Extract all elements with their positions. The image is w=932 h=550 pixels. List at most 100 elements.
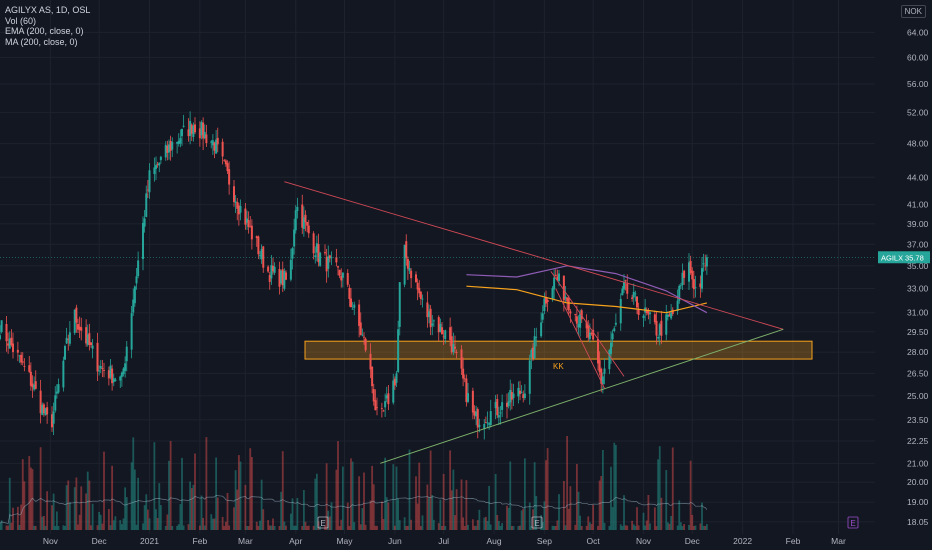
- x-tick-label: 2022: [733, 536, 752, 546]
- candle-body: [501, 402, 504, 410]
- volume-bar: [0, 523, 1, 530]
- volume-bar: [317, 521, 320, 530]
- support-zone[interactable]: KK: [304, 340, 813, 371]
- candle-body: [554, 274, 557, 276]
- candle-body: [649, 312, 651, 315]
- volume-bar: [351, 461, 354, 530]
- volume-bar: [194, 453, 196, 530]
- volume-bar: [397, 498, 400, 530]
- volume-bar: [23, 481, 26, 530]
- candle-body: [125, 346, 128, 362]
- candle-body: [55, 391, 58, 394]
- time-axis[interactable]: Nov Dec 2021 Feb Mar Apr May Jun Jul Aug Sep Oct Nov…: [43, 536, 846, 546]
- candle-body: [484, 422, 487, 424]
- volume-bar: [442, 473, 445, 530]
- candle-body: [408, 268, 411, 271]
- candle-body: [462, 368, 465, 379]
- volume-bar: [626, 525, 629, 530]
- legend-ma[interactable]: MA (200, close, 0): [5, 36, 78, 47]
- volume-bar: [182, 525, 185, 530]
- candle-body: [169, 140, 172, 151]
- volume-bar: [522, 508, 525, 530]
- candle-body: [228, 169, 231, 185]
- volume-bar: [587, 516, 590, 530]
- volume-bar: [246, 526, 248, 530]
- volume-bar: [658, 446, 661, 530]
- volume-bar: [119, 520, 122, 530]
- y-tick-label: 28.00: [907, 347, 929, 357]
- volume-bar: [506, 505, 508, 530]
- volume-bar: [517, 525, 520, 530]
- volume-bar: [29, 467, 32, 530]
- price-tag-value: 35.78: [905, 253, 924, 262]
- volume-bar: [132, 437, 135, 530]
- volume-bar: [449, 450, 452, 530]
- candle-body: [294, 210, 297, 231]
- candle-body: [306, 222, 309, 226]
- candle-body: [460, 349, 463, 369]
- candle-body: [156, 164, 159, 165]
- trendline-channel-top: [550, 271, 625, 377]
- trendline-channel-bottom: [555, 288, 605, 389]
- volume-bar: [611, 507, 614, 530]
- volume-bar: [247, 525, 250, 530]
- candle-body: [519, 390, 521, 394]
- legend-ema[interactable]: EMA (200, close, 0): [5, 26, 84, 36]
- candle-body: [236, 202, 239, 209]
- volume-bar: [545, 460, 547, 530]
- candle-body: [216, 137, 219, 145]
- candle-body: [213, 142, 216, 151]
- candle-body: [148, 170, 151, 193]
- volume-bar: [146, 509, 149, 530]
- volume-bar: [7, 525, 10, 530]
- candle-body: [101, 368, 104, 369]
- volume-bar: [237, 455, 240, 530]
- ma-line: [466, 265, 708, 314]
- volume-bar: [395, 466, 398, 530]
- candle-body: [382, 410, 385, 412]
- volume-bar: [124, 487, 127, 530]
- volume-bar: [338, 525, 341, 530]
- candle-body: [520, 392, 523, 394]
- candle-body: [111, 368, 114, 384]
- volume-bar: [705, 524, 708, 530]
- price-axis[interactable]: 64.00 60.00 56.00 52.00 48.00 44.00 41.00 39.00…: [0, 27, 930, 527]
- volume-bar: [649, 523, 651, 530]
- volume-bar: [137, 477, 140, 530]
- volume-bar: [18, 524, 21, 530]
- volume-bar: [473, 525, 476, 530]
- volume-bar: [432, 519, 435, 530]
- candle-body: [601, 376, 604, 385]
- volume-bar: [660, 497, 663, 530]
- legend-volume[interactable]: Vol (60): [5, 15, 37, 26]
- candle-body: [553, 277, 556, 290]
- candle-body: [522, 394, 525, 399]
- volume-bar: [213, 518, 216, 530]
- candle-body: [545, 297, 547, 304]
- candle-body: [444, 330, 447, 340]
- volume-bar: [613, 442, 616, 530]
- earnings-marker-label: E: [534, 519, 539, 528]
- volume-bar: [103, 451, 105, 530]
- volume-bar: [86, 471, 89, 530]
- volume-bar: [5, 525, 8, 530]
- currency-label[interactable]: NOK: [900, 5, 926, 18]
- volume-bar: [359, 524, 362, 530]
- candle-body: [44, 408, 47, 416]
- legend-title[interactable]: AGILYX AS, 1D, OSL: [5, 5, 91, 15]
- candle-body: [496, 399, 499, 416]
- candle-body: [166, 145, 169, 153]
- volume-bar: [55, 511, 58, 530]
- trendlines[interactable]: [284, 181, 784, 464]
- volume-bar: [268, 525, 271, 530]
- candle-body: [145, 193, 148, 217]
- volume-bar: [579, 515, 582, 530]
- volume-ma-line: [0, 495, 708, 525]
- candle-body: [42, 404, 45, 413]
- candle-body: [285, 272, 287, 280]
- candle-body: [509, 389, 512, 403]
- candle-body: [475, 411, 478, 417]
- volume-bar: [580, 525, 583, 530]
